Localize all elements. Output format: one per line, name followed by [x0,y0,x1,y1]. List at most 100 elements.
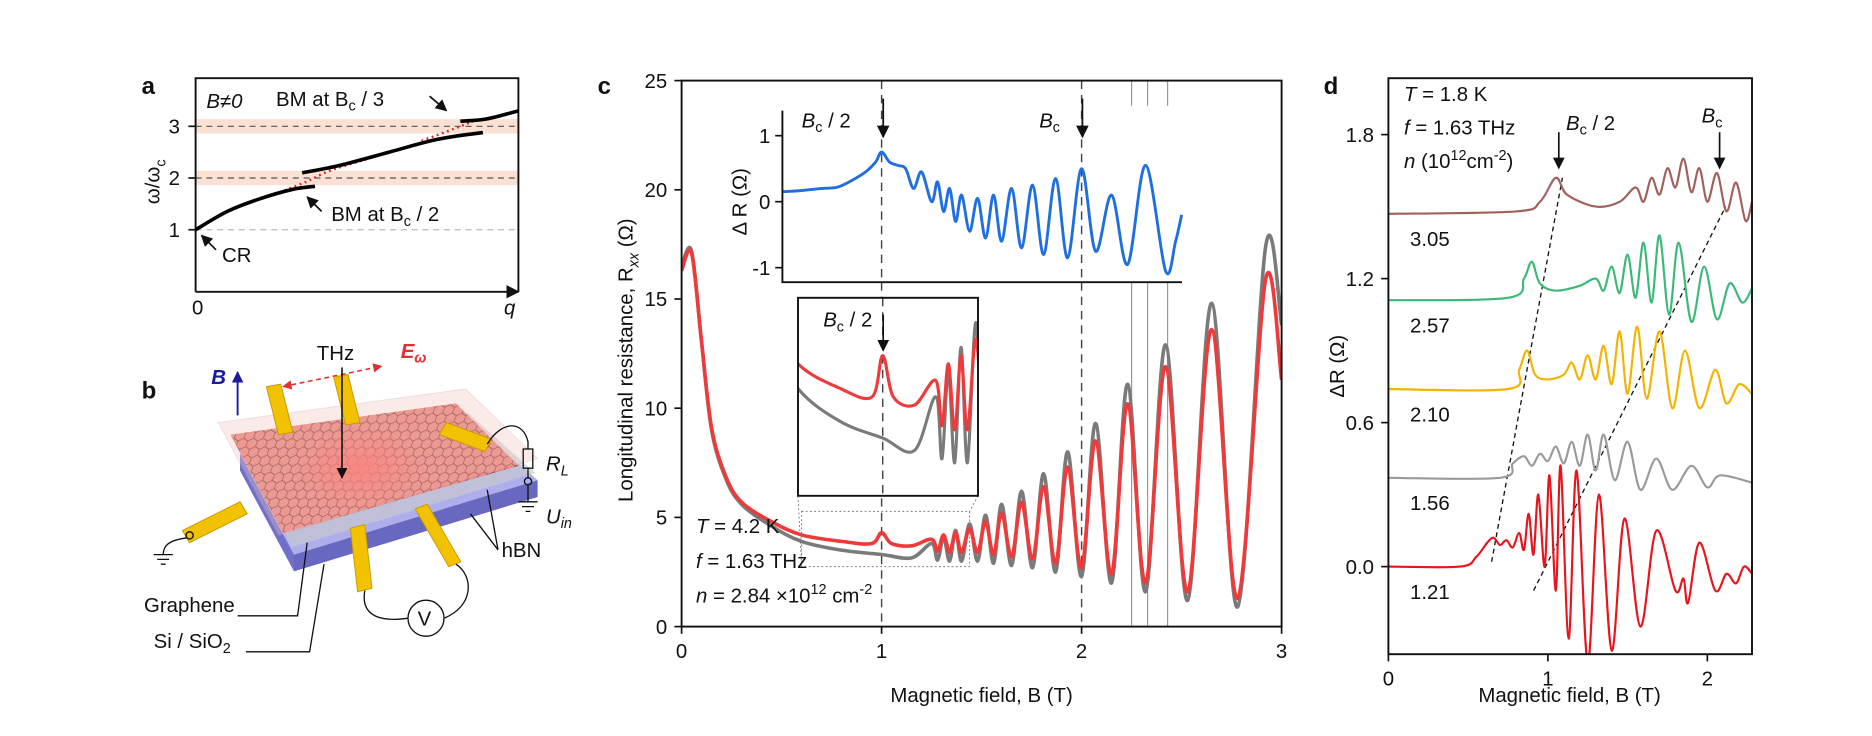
substrate-side-left [240,453,294,572]
d-xlabel: Magnetic field, B (T) [1478,685,1660,707]
d-frame [1387,77,1753,656]
panel-a: a 1 2 3 ω/ωc 0 q B≠0 BM at Bc / 3 BM at Bc… [142,73,520,320]
c-density: n = 2.84 ×1012 cm-2 [696,582,872,607]
c-ylabel: Longitudinal resistance, Rxx (Ω) [615,218,642,502]
c-xtick-label: 3 [1276,641,1287,663]
contact-bottom-right [414,503,462,568]
d-xtick-label: 1 [1542,668,1553,690]
d-bc-label: Bc [1702,106,1723,132]
c-inset-ytick-label: 0 [759,192,770,214]
c-xtick-label: 2 [1076,641,1087,663]
c-xtick-label: 0 [676,641,687,663]
c-inset-series [781,110,1184,283]
d-temperature: T = 1.8 K [1404,84,1488,106]
terminal-left-icon [185,531,194,540]
c-inset-ylabel: Δ R (Ω) [729,168,751,235]
uin-label: Uin [546,506,572,532]
zoom-inset-bg [798,297,978,496]
panel-b: b B Eω THz [142,341,572,657]
panel-b-letter: b [142,378,157,405]
d-series-n-1.21 [1388,464,1752,655]
d-density-header: n (1012cm-2) [1404,148,1513,173]
zoom-region [801,510,971,568]
a-cr-label: CR [222,245,251,267]
a-ylabel-main: ω/ω [143,167,165,205]
a-series [194,109,519,232]
hbn-label: hBN [502,540,542,562]
panel-d: d 0.0 0.6 1.2 1.8 0 1 2 1.21 1.56 2.10 2.57 3.05 Δ… [1324,73,1753,707]
c-temperature: T = 4.2 K [696,516,780,538]
c-ytick-label: 0 [656,617,667,639]
d-series-n-3.05 [1388,157,1752,223]
c-ytick-label: 20 [645,180,668,202]
circuit [153,425,538,653]
thz-label: THz [317,343,354,365]
d-series-n-1.56 [1388,433,1752,491]
zoom-series-gray [798,320,978,465]
c-ytick-label: 5 [656,508,667,530]
contact-left [181,501,248,544]
d-density-label: 3.05 [1410,229,1450,251]
a-bm2-label: BM at Bc / 2 [331,204,439,230]
wire-v-left [363,590,409,621]
d-ytick-label: 0.0 [1346,557,1374,579]
a-y-ticks: 1 2 3 [169,116,196,242]
e-field-arrow [282,363,383,390]
c-inset-ytick-label: 1 [759,126,770,148]
a-dispersion-branch [301,130,484,175]
c-frequency: f = 1.63 THz [696,551,807,573]
d-series-n-2.10 [1388,325,1752,410]
graphene-label: Graphene [144,595,235,617]
d-ytick-label: 1.8 [1346,125,1374,147]
contact-right [438,422,493,452]
ground-left-icon [153,537,188,565]
zoom-series-red [798,337,978,432]
d-density-labels: 1.21 1.56 2.10 2.57 3.05 [1410,229,1450,604]
d-series [1388,157,1752,655]
c-ytick-label: 10 [645,398,668,420]
c-ytick-label: 25 [645,71,668,93]
d-density-label: 2.57 [1410,316,1450,338]
panel-a-letter: a [142,73,156,100]
c-series [681,233,1282,609]
voltmeter-icon [407,599,445,637]
a-bm2-arrow [306,196,323,212]
a-band [195,170,519,186]
d-series-n-2.57 [1388,234,1752,323]
c-inset-series-blue [781,150,1184,276]
contact-top-left [265,383,294,436]
d-density-label: 2.10 [1410,404,1450,426]
voltmeter-label: V [418,608,432,630]
d-ticks: 0.0 0.6 1.2 1.8 0 1 2 [1346,125,1713,691]
e-field-label: Eω [401,341,427,367]
a-bands [195,119,519,231]
d-density-label: 1.21 [1410,582,1450,604]
a-dispersion-branch [194,184,316,232]
c-bc-label: Bc [1039,110,1060,136]
c-xtick-label: 1 [876,641,887,663]
c-series-red [681,248,1282,600]
ground-right-icon [518,485,538,513]
c-bc2-label: Bc / 2 [802,110,851,136]
wire-rl [486,425,529,450]
d-ylabel: ΔR (Ω) [1327,335,1349,398]
a-ytick-label: 2 [169,168,180,190]
graphene-leader [237,542,308,617]
a-dispersion-branch [460,109,519,123]
d-xtick-label: 0 [1383,668,1394,690]
a-cr-arrow [200,234,217,251]
d-xtick-label: 2 [1702,668,1713,690]
hbn-leaders [469,489,499,551]
c-ytick-label: 15 [645,289,668,311]
contact-bottom-left [349,524,373,593]
d-frequency: f = 1.63 THz [1404,118,1515,140]
a-ylabel-sub: c [154,159,170,166]
c-inset-bg [782,105,1184,283]
a-ytick-label: 1 [169,220,180,242]
c-inset-axes [781,110,1182,284]
a-band [195,119,519,134]
rl-label: RL [546,454,569,480]
